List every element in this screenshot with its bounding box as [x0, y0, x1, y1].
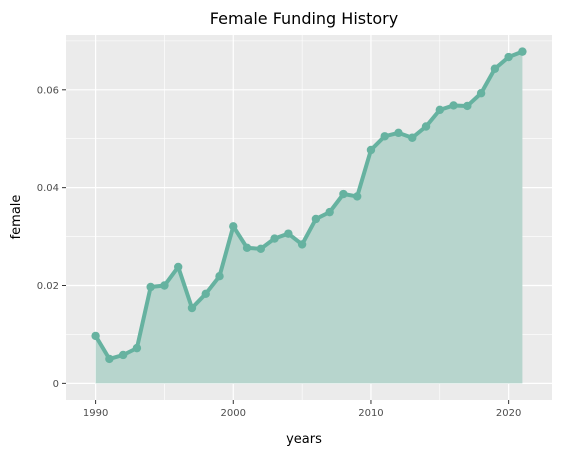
x-tick-label: 2000: [221, 408, 246, 419]
data-point: [366, 145, 376, 155]
data-point: [201, 289, 210, 299]
data-point: [518, 47, 527, 56]
data-point: [325, 207, 334, 217]
data-point: [380, 132, 389, 141]
x-axis-ticks: 1990 2000 2010 2020: [83, 400, 521, 419]
y-tick-label: 0.04: [37, 183, 59, 194]
data-point: [270, 234, 279, 243]
y-tick-label: 0.02: [37, 281, 59, 292]
data-point: [408, 133, 417, 142]
data-point: [435, 105, 444, 115]
data-point: [160, 281, 169, 290]
y-axis-title: female: [9, 195, 24, 240]
data-point: [118, 350, 128, 360]
y-tick-label: 0.06: [37, 85, 59, 96]
data-point: [311, 214, 321, 224]
data-point: [463, 101, 472, 111]
series-points: [91, 47, 527, 364]
chart-title: Female Funding History: [210, 9, 398, 28]
series-area: [95, 51, 523, 384]
data-point: [229, 222, 238, 231]
data-point: [132, 343, 142, 353]
data-point: [174, 262, 183, 272]
data-point: [421, 122, 431, 131]
x-tick-label: 2010: [358, 408, 383, 419]
data-point: [91, 331, 100, 341]
x-tick-label: 1990: [83, 408, 108, 419]
data-point: [339, 189, 348, 199]
x-tick-label: 2020: [496, 408, 521, 419]
data-point: [297, 240, 307, 249]
data-point: [284, 229, 293, 238]
data-point: [476, 89, 486, 98]
data-point: [146, 282, 155, 292]
data-point: [504, 52, 513, 62]
data-point: [490, 64, 500, 73]
data-point: [242, 243, 252, 253]
y-axis-ticks: 0 0.02 0.04 0.06: [37, 85, 66, 390]
data-point: [215, 272, 224, 281]
data-point: [256, 244, 266, 254]
data-point: [352, 192, 362, 201]
x-axis-title: years: [286, 432, 322, 447]
data-point: [187, 303, 197, 313]
data-point: [394, 128, 403, 138]
y-tick-label: 0: [53, 379, 59, 390]
data-point: [449, 101, 458, 110]
data-point: [105, 354, 114, 364]
